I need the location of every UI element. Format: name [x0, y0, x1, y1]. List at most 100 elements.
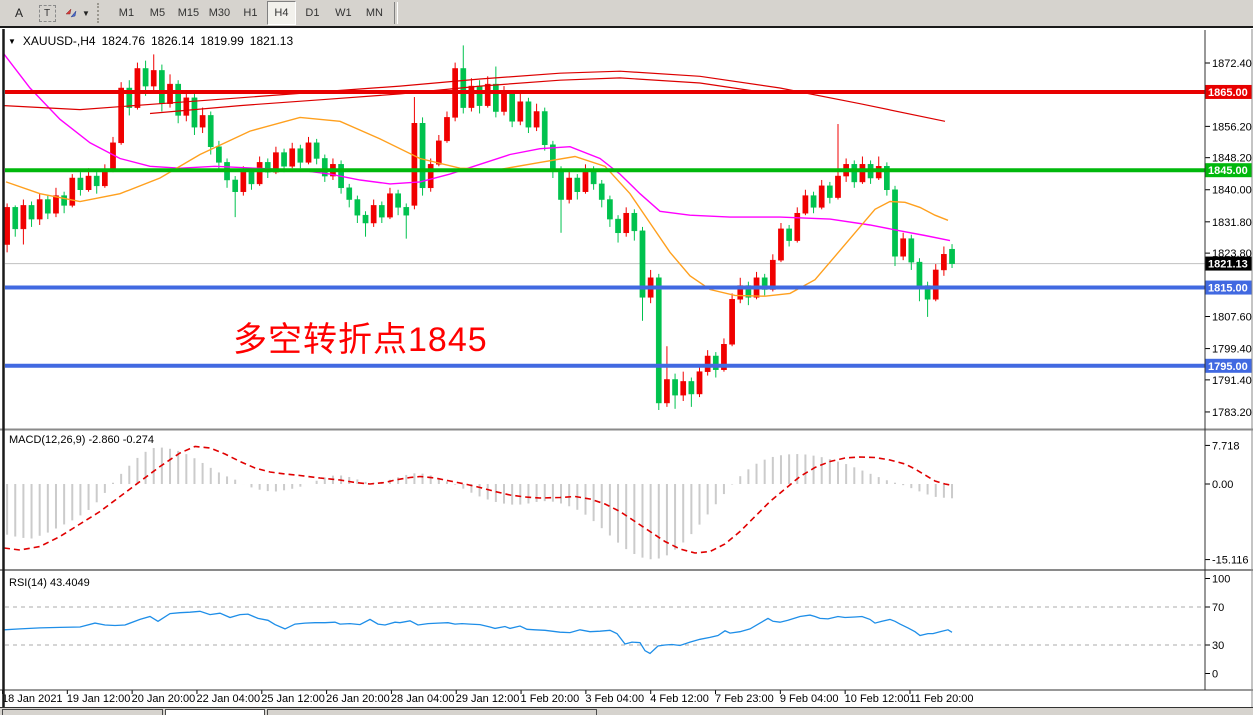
candle-up	[484, 83, 491, 106]
svg-text:19 Jan 12:00: 19 Jan 12:00	[67, 693, 131, 705]
chart-title: ▼ XAUUSD-,H4 1824.76 1826.14 1819.99 182…	[8, 34, 293, 48]
candle-down	[77, 177, 84, 190]
candle-up	[53, 195, 59, 214]
candle-up	[20, 205, 27, 230]
candle-up	[183, 97, 190, 116]
svg-text:22 Jan 04:00: 22 Jan 04:00	[196, 693, 260, 705]
candle-up	[533, 111, 540, 128]
ma-darkred-2	[149, 77, 761, 115]
candle-down	[631, 212, 638, 232]
candle-up	[566, 177, 573, 200]
candle-up	[778, 228, 784, 261]
svg-text:29 Jan 12:00: 29 Jan 12:00	[456, 693, 520, 705]
candle-down	[248, 171, 255, 185]
svg-text:1807.60: 1807.60	[1212, 311, 1252, 323]
price-badge	[1205, 84, 1253, 99]
candle-up	[444, 117, 450, 142]
price-badge	[1205, 280, 1253, 295]
svg-text:7.718: 7.718	[1212, 440, 1240, 452]
chevron-down-icon[interactable]: ▼	[8, 36, 16, 46]
svg-text:1791.40: 1791.40	[1212, 375, 1252, 387]
svg-text:28 Jan 04:00: 28 Jan 04:00	[391, 693, 455, 705]
candle-up	[794, 212, 801, 241]
price-badge	[1205, 256, 1253, 271]
candle-up	[468, 85, 475, 108]
candle-down	[126, 87, 133, 108]
chart-tab-active[interactable]	[165, 709, 265, 715]
timeframe-m15[interactable]: M15	[177, 7, 200, 19]
candle-up	[118, 87, 124, 144]
horizontal-lines-layer	[5, 89, 1205, 368]
candle-up	[582, 169, 589, 192]
timeframe-m5[interactable]: M5	[149, 7, 166, 19]
candle-up	[941, 254, 947, 271]
text-label-tool-button[interactable]: A	[14, 6, 23, 20]
candle-down	[232, 179, 239, 192]
svg-text:1865.00: 1865.00	[1208, 87, 1248, 99]
candle-down	[321, 158, 328, 177]
rsi-pane-label: RSI(14) 43.4049	[9, 577, 90, 589]
candle-down	[346, 187, 353, 200]
ma-darkred-1	[3, 70, 946, 122]
candle-down	[403, 207, 410, 216]
rsi-pane[interactable]: 100 70 30 0	[3, 574, 1230, 681]
text-box-tool-button[interactable]: T	[34, 1, 60, 25]
candle-down	[142, 68, 149, 87]
candle-down	[297, 148, 304, 163]
timeframe-d1[interactable]: D1	[305, 7, 320, 19]
candle-down	[574, 177, 581, 192]
candle-up	[769, 259, 776, 290]
candle-up	[729, 299, 735, 345]
chevron-down-icon[interactable]: ▼	[82, 8, 90, 18]
candle-down	[558, 169, 564, 200]
svg-text:0: 0	[1212, 669, 1218, 681]
svg-text:70: 70	[1212, 602, 1224, 614]
candle-up	[818, 185, 825, 208]
candle-up	[664, 379, 670, 404]
macd-name: MACD(12,26,9)	[9, 434, 86, 446]
timeframe-m30[interactable]: M30	[208, 7, 231, 19]
candle-up	[387, 193, 393, 218]
candle-up	[721, 344, 727, 370]
candle-down	[476, 85, 483, 106]
svg-text:1872.40: 1872.40	[1212, 58, 1252, 70]
macd-main-value: -2.860	[88, 434, 120, 446]
open-value: 1824.76	[101, 34, 145, 48]
arrows-tool-button[interactable]: ▼	[62, 1, 91, 25]
candle-down	[313, 142, 320, 159]
svg-text:1848.20: 1848.20	[1212, 153, 1252, 165]
high-value: 1826.14	[151, 34, 195, 48]
rsi-value: 43.4049	[49, 577, 90, 589]
timeframe-mn[interactable]: MN	[365, 7, 383, 19]
candle-up	[305, 142, 312, 163]
svg-text:7 Feb 23:00: 7 Feb 23:00	[715, 693, 774, 705]
candle-up	[4, 207, 10, 245]
candle-up	[289, 148, 296, 167]
candle-down	[159, 70, 165, 104]
svg-text:25 Jan 12:00: 25 Jan 12:00	[261, 693, 325, 705]
time-axis[interactable]: 18 Jan 2021 19 Jan 12:00 20 Jan 20:00 22 Ja…	[2, 690, 973, 705]
chart-tab-strip	[0, 707, 1253, 715]
chart-tab[interactable]	[2, 709, 163, 715]
macd-pane[interactable]: 7.718 0.00 -15.116	[3, 440, 1249, 567]
candles-layer[interactable]	[4, 45, 955, 410]
timeframe-w1[interactable]: W1	[335, 7, 352, 19]
candle-up	[900, 238, 907, 257]
chart-tab[interactable]	[267, 709, 597, 715]
svg-text:9 Feb 04:00: 9 Feb 04:00	[780, 693, 839, 705]
toolbar-grip[interactable]	[96, 3, 106, 23]
candle-down	[395, 193, 401, 208]
candle-up	[501, 93, 507, 112]
price-axis[interactable]: 1872.401856.201848.201840.001831.801823.…	[1205, 58, 1253, 419]
svg-text:3 Feb 04:00: 3 Feb 04:00	[585, 693, 644, 705]
ma-magenta	[2, 52, 951, 242]
timeframe-h4[interactable]: H4	[266, 1, 296, 25]
timeframe-m1[interactable]: M1	[118, 7, 135, 19]
toolbar-separator	[393, 2, 398, 24]
candle-down	[493, 83, 499, 112]
svg-text:1831.80: 1831.80	[1212, 217, 1252, 229]
svg-text:1799.40: 1799.40	[1212, 344, 1252, 356]
timeframe-h1[interactable]: H1	[243, 7, 258, 19]
svg-text:1845.00: 1845.00	[1208, 165, 1248, 177]
